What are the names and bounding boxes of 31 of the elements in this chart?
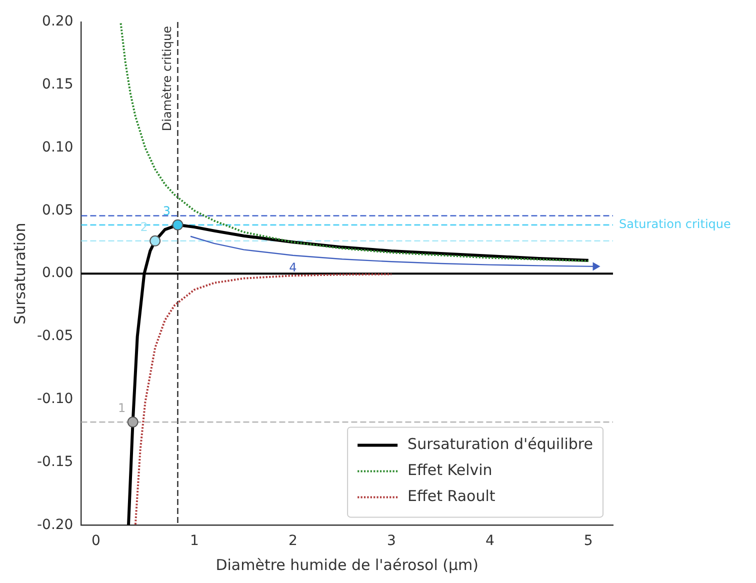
x-tick-label: 5 xyxy=(584,533,593,550)
y-tick-label: 0.00 xyxy=(42,265,74,282)
annotation: 1 xyxy=(118,401,126,416)
annotation: 4 xyxy=(289,260,297,274)
y-tick-label: 0.05 xyxy=(42,202,74,218)
point xyxy=(127,416,138,428)
y-tick-label: 0.10 xyxy=(42,139,74,156)
y-axis-title: Sursaturation xyxy=(10,222,29,324)
annotation: 2 xyxy=(140,220,148,234)
point xyxy=(172,219,184,230)
legend-label: Effet Kelvin xyxy=(408,461,492,480)
y-tick-label: -0.10 xyxy=(36,391,74,408)
y-tick-label: 0.15 xyxy=(42,76,74,93)
point xyxy=(150,235,161,246)
ref-line-label: Diamètre critique xyxy=(160,26,174,132)
legend-label: Effet Raoult xyxy=(408,487,496,506)
x-tick-label: 3 xyxy=(386,533,396,550)
x-tick-label: 4 xyxy=(485,533,494,550)
annotation: 3 xyxy=(162,204,171,218)
line-series xyxy=(120,22,590,262)
legend-label: Sursaturation d'équilibre xyxy=(408,435,594,454)
x-tick-label: 0 xyxy=(92,533,100,550)
y-tick-label: 0.20 xyxy=(42,14,74,30)
ref-line-label: Saturation critique xyxy=(619,217,731,232)
y-tick-label: -0.05 xyxy=(36,328,74,344)
y-tick-label: -0.20 xyxy=(36,516,74,533)
x-tick-label: 2 xyxy=(288,533,298,550)
line-series xyxy=(134,273,392,526)
x-axis-title: Diamètre humide de l'aérosol (µm) xyxy=(216,556,479,574)
x-tick-label: 1 xyxy=(190,533,199,550)
y-tick-label: -0.15 xyxy=(36,454,74,470)
